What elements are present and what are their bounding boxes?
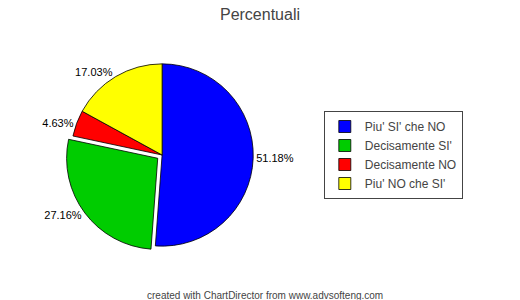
svg-text:created with ChartDirector fro: created with ChartDirector from www.advs… bbox=[147, 290, 383, 300]
svg-text:Piu' NO che SI': Piu' NO che SI' bbox=[365, 177, 446, 191]
svg-text:17.03%: 17.03% bbox=[75, 66, 113, 78]
svg-text:Percentuali: Percentuali bbox=[220, 6, 300, 23]
svg-text:4.63%: 4.63% bbox=[42, 117, 73, 129]
svg-text:51.18%: 51.18% bbox=[256, 152, 294, 164]
svg-text:27.16%: 27.16% bbox=[44, 209, 82, 221]
svg-text:Decisamente NO: Decisamente NO bbox=[365, 158, 456, 172]
svg-text:Piu' SI' che NO: Piu' SI' che NO bbox=[365, 120, 446, 134]
svg-text:Decisamente SI': Decisamente SI' bbox=[365, 139, 452, 153]
